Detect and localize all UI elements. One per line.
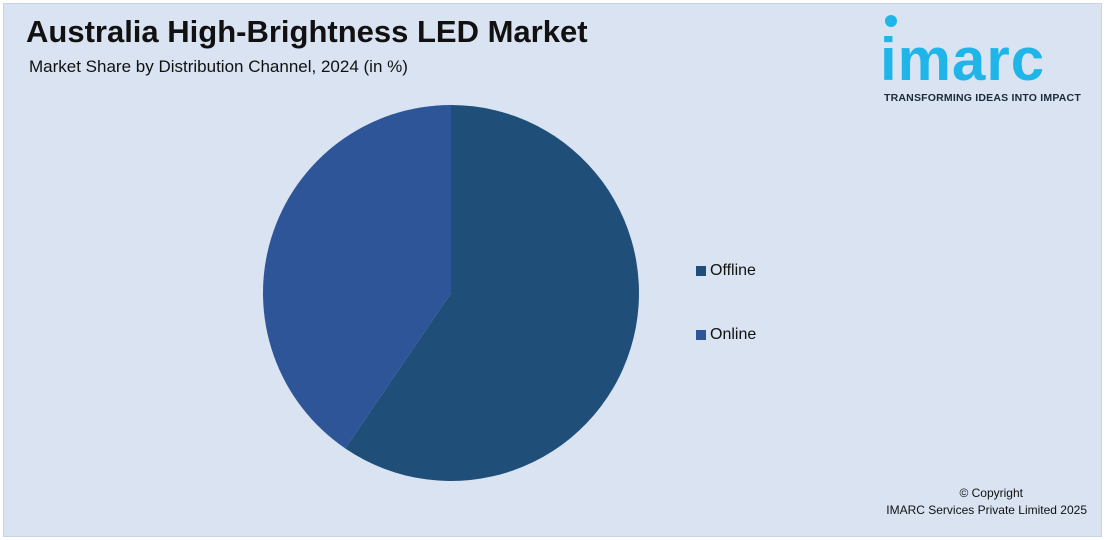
pie-slice-online xyxy=(263,105,451,449)
pie-slice-offline xyxy=(345,105,639,481)
chart-subtitle: Market Share by Distribution Channel, 20… xyxy=(29,57,408,76)
legend-label-online: Online xyxy=(710,326,757,343)
logo-wordmark: imarc xyxy=(880,26,1046,93)
legend-swatch-offline xyxy=(696,266,706,276)
logo-tagline: TRANSFORMING IDEAS INTO IMPACT xyxy=(884,92,1081,104)
imarc-logo: imarc TRANSFORMING IDEAS INTO IMPACT xyxy=(880,12,1095,107)
legend-swatch-online xyxy=(696,330,706,340)
copyright-line-1: © Copyright xyxy=(959,486,1023,500)
copyright-line-2: IMARC Services Private Limited 2025 xyxy=(886,503,1087,517)
chart-title: Australia High-Brightness LED Market xyxy=(26,14,588,49)
legend-item-offline: Offline xyxy=(696,262,756,280)
copyright-notice: © Copyright IMARC Services Private Limit… xyxy=(886,485,1087,519)
legend-item-online: Online xyxy=(696,326,756,344)
legend-label-offline: Offline xyxy=(710,262,756,279)
logo-dot-icon xyxy=(885,15,897,27)
